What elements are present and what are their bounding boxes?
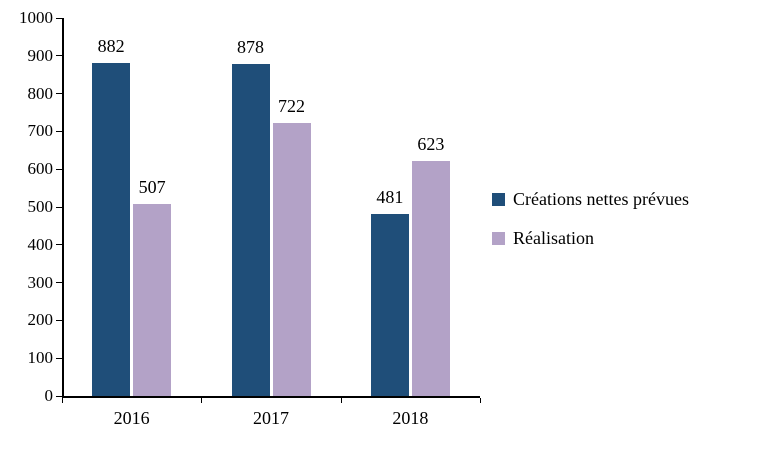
bar-value-label: 878 (237, 37, 264, 58)
bar-value-label: 882 (97, 35, 125, 56)
bar-value-label: 481 (376, 187, 404, 208)
y-tick-label: 1000 (19, 8, 53, 27)
legend-item: Réalisation (492, 228, 689, 249)
x-category-label: 2016 (113, 408, 150, 428)
y-tick-mark (56, 244, 62, 246)
y-tick-mark (56, 55, 62, 57)
bar (231, 64, 270, 396)
y-tick-label: 700 (27, 121, 54, 141)
legend-swatch-icon (492, 193, 505, 206)
y-tick-label: 300 (27, 272, 54, 292)
y-tick-mark (56, 206, 62, 208)
y-tick-mark (56, 395, 62, 397)
y-tick-mark (56, 93, 62, 95)
x-tick-mark (480, 398, 481, 403)
legend-label: Réalisation (513, 228, 594, 248)
y-tick-mark (56, 130, 62, 132)
y-axis-line (62, 18, 64, 398)
x-category-label: 2017 (253, 408, 289, 428)
y-tick-label: 900 (27, 45, 54, 65)
y-tick-label: 0 (44, 386, 54, 405)
bar-value-label: 623 (417, 133, 445, 154)
y-tick-label: 200 (27, 310, 54, 330)
legend-label: Créations nettes prévues (513, 189, 689, 209)
x-tick-mark (62, 398, 63, 403)
y-tick-mark (56, 17, 62, 19)
bar (411, 160, 450, 396)
y-tick-label: 100 (27, 348, 54, 368)
y-tick-mark (56, 357, 62, 359)
y-tick-label: 600 (27, 159, 54, 179)
y-tick-label: 500 (27, 197, 54, 216)
bar-value-label: 507 (138, 177, 166, 198)
legend-swatch-icon (492, 232, 505, 245)
y-tick-label: 800 (27, 83, 54, 103)
legend-item: Créations nettes prévues (492, 189, 689, 210)
y-tick-mark (56, 319, 62, 321)
y-tick-mark (56, 282, 62, 284)
x-tick-mark (340, 398, 342, 403)
x-category-label: 2018 (392, 408, 429, 428)
x-axis-line (62, 396, 480, 398)
y-tick-mark (56, 168, 62, 170)
bar (92, 62, 131, 396)
x-tick-mark (201, 398, 203, 403)
bar (133, 204, 172, 396)
bar (272, 123, 311, 396)
bar-value-label: 722 (278, 96, 305, 117)
y-tick-label: 400 (27, 234, 54, 254)
legend: Créations nettes prévues Réalisation (492, 189, 689, 249)
bar (370, 214, 409, 396)
